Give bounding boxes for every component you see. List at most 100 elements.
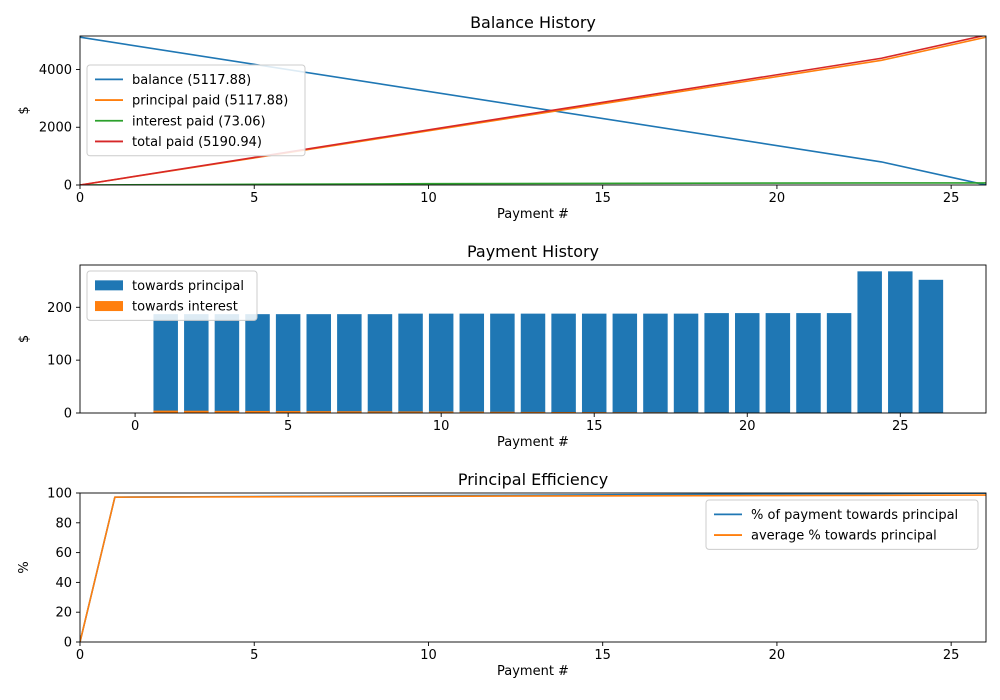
series-line-3 bbox=[80, 182, 986, 185]
bar-interest-14 bbox=[551, 411, 576, 413]
y-tick-label: 80 bbox=[55, 516, 72, 531]
legend-label: average % towards principal bbox=[751, 529, 937, 544]
bar-principal-21 bbox=[765, 313, 791, 413]
x-tick-label: 10 bbox=[420, 648, 437, 663]
x-tick-label: 15 bbox=[594, 648, 611, 663]
chart-3: 0 5 10 15 20 25 0 20 40 60 80 100 Principal Efficien… bbox=[17, 470, 987, 679]
axes-frame bbox=[79, 264, 987, 414]
legend-label: principal paid (5117.88) bbox=[132, 94, 288, 109]
x-tick-label: 25 bbox=[943, 191, 960, 206]
chart-title: Payment History bbox=[467, 242, 599, 261]
bar-principal-1 bbox=[153, 314, 178, 413]
legend-label: towards interest bbox=[132, 300, 238, 315]
series-line-4 bbox=[80, 36, 986, 185]
bar-principal-2 bbox=[184, 314, 209, 413]
bar-principal-14 bbox=[551, 313, 576, 413]
bar-interest-12 bbox=[490, 411, 515, 413]
x-tick-label: 0 bbox=[76, 191, 84, 206]
y-tick-label: 100 bbox=[47, 487, 72, 502]
bar-principal-12 bbox=[490, 313, 515, 413]
axes-frame bbox=[79, 492, 987, 643]
series-line-1 bbox=[80, 36, 986, 185]
x-tick-label: 20 bbox=[739, 419, 756, 434]
bar-principal-20 bbox=[735, 313, 760, 413]
y-tick-label: 0 bbox=[64, 636, 72, 651]
y-tick-label: 40 bbox=[55, 576, 72, 591]
bar-interest-9 bbox=[398, 411, 423, 413]
y-tick-label: 4000 bbox=[39, 63, 72, 78]
legend: % of payment towards principal average % … bbox=[705, 499, 979, 550]
y-tick-label: 0 bbox=[64, 407, 72, 422]
x-tick-label: 25 bbox=[892, 419, 909, 434]
bar-principal-23 bbox=[826, 313, 852, 413]
bar-principal-22 bbox=[796, 313, 821, 413]
x-tick-label: 0 bbox=[76, 648, 84, 663]
legend-label: % of payment towards principal bbox=[751, 508, 958, 523]
bar-interest-10 bbox=[428, 411, 454, 413]
plot-area bbox=[80, 36, 986, 185]
x-axis-label: Payment # bbox=[497, 435, 569, 450]
legend-swatch bbox=[95, 280, 123, 291]
plot-area bbox=[80, 493, 986, 642]
legend: balance (5117.88) principal paid (5117.88… bbox=[86, 64, 306, 157]
y-tick-label: 0 bbox=[64, 179, 72, 194]
x-tick-label: 25 bbox=[943, 648, 960, 663]
plot-area bbox=[153, 271, 944, 413]
legend: towards principal towards interest bbox=[86, 270, 258, 321]
bar-interest-6 bbox=[306, 411, 331, 413]
bar-principal-3 bbox=[214, 314, 240, 413]
bar-principal-9 bbox=[398, 313, 423, 413]
legend-label: interest paid (73.06) bbox=[132, 114, 266, 129]
legend-box bbox=[86, 64, 306, 157]
x-tick-label: 0 bbox=[131, 419, 139, 434]
y-tick-label: 20 bbox=[55, 606, 72, 621]
series-line-2 bbox=[80, 494, 986, 642]
bar-interest-3 bbox=[214, 410, 240, 413]
bar-principal-11 bbox=[459, 313, 485, 413]
bar-principal-19 bbox=[704, 313, 729, 413]
chart-2: 0 5 10 15 20 25 0 100 200 Payment History Payment … bbox=[17, 242, 987, 450]
legend-box bbox=[86, 270, 258, 321]
y-axis-label: % bbox=[17, 561, 32, 573]
bar-interest-5 bbox=[275, 411, 301, 413]
y-tick-label: 2000 bbox=[39, 121, 72, 136]
legend-label: balance (5117.88) bbox=[132, 73, 251, 88]
bar-interest-1 bbox=[153, 410, 178, 413]
chart-title: Balance History bbox=[470, 13, 596, 32]
x-tick-label: 15 bbox=[594, 191, 611, 206]
bar-principal-26 bbox=[918, 279, 944, 413]
bar-principal-17 bbox=[643, 313, 668, 413]
x-tick-label: 5 bbox=[284, 419, 292, 434]
y-tick-label: 200 bbox=[47, 301, 72, 316]
y-tick-label: 60 bbox=[55, 546, 72, 561]
bar-interest-8 bbox=[367, 411, 393, 413]
bar-principal-4 bbox=[245, 314, 270, 413]
legend-label: towards principal bbox=[132, 279, 244, 294]
legend-box bbox=[705, 499, 979, 550]
bar-principal-15 bbox=[581, 313, 607, 413]
x-axis-label: Payment # bbox=[497, 207, 569, 222]
x-tick-label: 20 bbox=[769, 191, 786, 206]
bar-interest-4 bbox=[245, 410, 270, 413]
bar-principal-7 bbox=[337, 314, 362, 413]
y-axis-label: $ bbox=[17, 106, 32, 114]
bar-principal-24 bbox=[857, 271, 882, 413]
bar-principal-18 bbox=[673, 313, 699, 413]
chart-title: Principal Efficiency bbox=[458, 470, 608, 489]
x-axis-label: Payment # bbox=[497, 664, 569, 679]
x-tick-label: 20 bbox=[769, 648, 786, 663]
legend-label: total paid (5190.94) bbox=[132, 135, 262, 150]
bar-interest-11 bbox=[459, 411, 485, 413]
y-tick-label: 100 bbox=[47, 354, 72, 369]
x-tick-label: 5 bbox=[250, 191, 258, 206]
bar-interest-7 bbox=[337, 411, 362, 413]
bar-principal-13 bbox=[520, 313, 546, 413]
x-tick-label: 5 bbox=[250, 648, 258, 663]
y-axis-label: $ bbox=[17, 335, 32, 343]
bar-principal-25 bbox=[888, 271, 913, 413]
x-tick-label: 10 bbox=[433, 419, 450, 434]
bar-principal-16 bbox=[612, 313, 638, 413]
bar-principal-6 bbox=[306, 314, 331, 413]
legend-swatch bbox=[95, 301, 123, 312]
